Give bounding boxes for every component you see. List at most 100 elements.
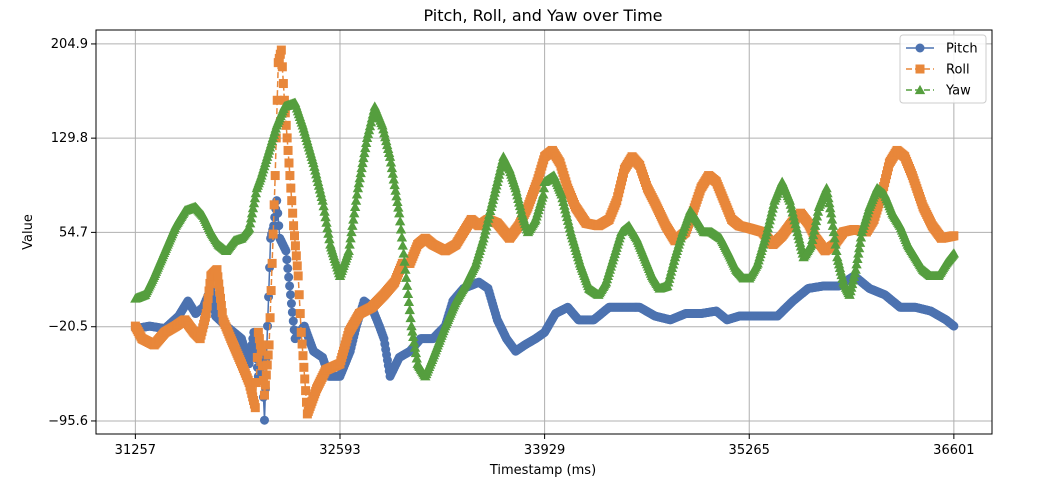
yaw-point bbox=[250, 187, 262, 198]
legend-label-yaw: Yaw bbox=[945, 84, 971, 99]
roll-point bbox=[301, 386, 311, 396]
yaw-point bbox=[390, 185, 401, 195]
yaw-point bbox=[348, 214, 359, 224]
roll-point bbox=[282, 133, 292, 143]
roll-point bbox=[215, 286, 225, 296]
yaw-point bbox=[855, 232, 867, 242]
yaw-point bbox=[245, 213, 257, 223]
pitch-point bbox=[274, 221, 284, 231]
yaw-point bbox=[808, 225, 820, 235]
yaw-point bbox=[538, 182, 550, 193]
yaw-point bbox=[829, 233, 840, 243]
pitch-point bbox=[284, 272, 294, 282]
series-yaw bbox=[130, 97, 960, 381]
yaw-point bbox=[384, 151, 396, 161]
yaw-point bbox=[392, 196, 403, 207]
roll-point bbox=[277, 62, 287, 72]
yaw-point bbox=[854, 237, 866, 247]
yaw-point bbox=[344, 239, 355, 249]
yaw-point bbox=[396, 232, 408, 242]
pitch-point bbox=[263, 321, 273, 331]
roll-point bbox=[205, 278, 215, 288]
roll-point bbox=[201, 309, 211, 319]
yaw-point bbox=[821, 182, 832, 193]
roll-point bbox=[298, 351, 308, 361]
yaw-point bbox=[826, 208, 837, 218]
roll-point bbox=[204, 286, 214, 296]
roll-point bbox=[284, 158, 294, 168]
yaw-point bbox=[853, 248, 864, 258]
yaw-point bbox=[385, 157, 397, 167]
legend-label-pitch: Pitch bbox=[946, 42, 978, 57]
legend-marker-roll bbox=[915, 64, 925, 74]
yaw-point bbox=[852, 253, 863, 264]
roll-point bbox=[203, 293, 213, 303]
yaw-point bbox=[402, 288, 414, 298]
yaw-point bbox=[347, 220, 358, 230]
roll-point bbox=[215, 293, 225, 303]
yaw-point bbox=[318, 200, 329, 211]
yaw-point bbox=[830, 239, 841, 249]
yaw-point bbox=[809, 220, 821, 230]
yaw-point bbox=[401, 280, 413, 290]
roll-point bbox=[251, 378, 261, 388]
yaw-point bbox=[395, 224, 407, 234]
x-tick-label: 32593 bbox=[319, 443, 360, 458]
pitch-point bbox=[282, 255, 292, 265]
yaw-point bbox=[407, 326, 418, 336]
pitch-point bbox=[285, 281, 295, 291]
roll-point bbox=[293, 271, 303, 281]
yaw-point bbox=[321, 217, 332, 227]
yaw-point bbox=[411, 353, 422, 363]
yaw-point bbox=[247, 202, 259, 213]
roll-point bbox=[289, 221, 299, 231]
yaw-point bbox=[397, 240, 408, 250]
yaw-point bbox=[350, 195, 362, 205]
roll-point bbox=[250, 403, 260, 413]
yaw-point bbox=[948, 248, 960, 258]
yaw-point bbox=[323, 228, 334, 238]
roll-point bbox=[295, 309, 305, 319]
roll-point bbox=[269, 200, 279, 210]
yaw-point bbox=[244, 218, 256, 228]
y-tick-label: −95.6 bbox=[48, 414, 88, 429]
y-tick-label: −20.5 bbox=[48, 320, 88, 335]
yaw-point bbox=[854, 242, 865, 253]
yaw-point bbox=[393, 202, 404, 212]
yaw-point bbox=[403, 296, 415, 307]
yaw-point bbox=[351, 189, 363, 199]
legend-label-roll: Roll bbox=[946, 63, 970, 78]
yaw-point bbox=[355, 167, 366, 178]
roll-point bbox=[253, 327, 263, 337]
yaw-point bbox=[825, 202, 836, 213]
roll-point bbox=[267, 258, 277, 268]
legend-marker-pitch bbox=[915, 43, 925, 53]
roll-point bbox=[292, 261, 302, 271]
yaw-point bbox=[322, 222, 333, 233]
tick-layer: 31257 32593 33929 35265 36601 −95.6 −20.5 54.7 1… bbox=[48, 37, 974, 458]
yaw-point bbox=[388, 174, 399, 184]
roll-point bbox=[263, 350, 273, 360]
y-axis-title: Value bbox=[21, 214, 36, 250]
yaw-point bbox=[389, 179, 400, 190]
roll-point bbox=[262, 360, 272, 370]
yaw-point bbox=[822, 187, 833, 198]
yaw-point bbox=[349, 201, 361, 212]
yaw-point bbox=[398, 248, 409, 258]
yaw-point bbox=[352, 182, 364, 193]
yaw-point bbox=[320, 211, 331, 222]
roll-point bbox=[257, 361, 267, 371]
yaw-point bbox=[401, 272, 412, 282]
yaw-point bbox=[538, 189, 549, 199]
roll-point bbox=[213, 272, 223, 282]
series-layer bbox=[130, 45, 960, 425]
yaw-point bbox=[361, 137, 372, 148]
pitch-point bbox=[283, 263, 293, 273]
yaw-point bbox=[357, 157, 368, 168]
roll-point bbox=[256, 346, 266, 356]
roll-point bbox=[259, 390, 269, 400]
yaw-point bbox=[409, 342, 421, 352]
pitch-point bbox=[281, 246, 291, 256]
roll-point bbox=[255, 340, 265, 350]
pitch-point bbox=[287, 307, 297, 317]
